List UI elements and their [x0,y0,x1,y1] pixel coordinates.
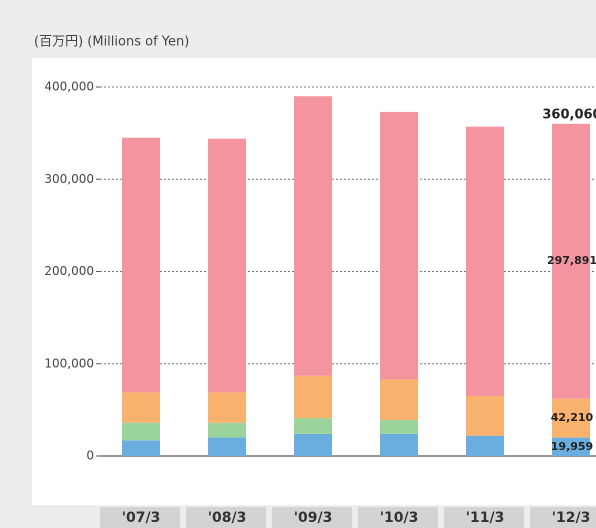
bar-segment [122,440,160,456]
bar-segment [552,123,590,399]
x-tick-label: '12/3 [552,510,591,526]
y-tick-label: 200,000 [44,264,94,278]
value-label: 42,210 [551,411,594,424]
value-label: 297,891 [547,254,596,267]
y-tick-label: 100,000 [44,356,94,370]
category-box [100,507,180,528]
bar-segment [208,392,246,423]
category-box [530,507,596,528]
bar-segment [380,433,418,456]
x-tick-label: '09/3 [294,510,333,526]
bar-segment [380,420,418,434]
bar-segment [552,437,590,456]
bar-segment [122,392,160,423]
category-box [272,507,352,528]
y-tick-label: 400,000 [44,80,94,94]
category-box [186,507,266,528]
bar-segment [380,111,418,380]
x-tick-label: '07/3 [122,510,161,526]
bar-segment [466,396,504,436]
y-tick-label: 300,000 [44,172,94,186]
bar-segment [208,138,246,393]
bar-segment [294,433,332,456]
bar-segment [294,375,332,419]
bar-segment [294,418,332,434]
bar-segment [294,96,332,376]
bar-segment [466,126,504,397]
bar-segment [208,437,246,456]
x-tick-label: '11/3 [466,510,505,526]
x-tick-label: '08/3 [208,510,247,526]
bar-segment [466,435,504,456]
x-tick-label: '10/3 [380,510,419,526]
bar-segment [122,137,160,393]
category-box [358,507,438,528]
y-tick-label: 0 [86,449,94,463]
bar-segment [552,398,590,438]
value-label: 19,959 [551,440,593,453]
total-label: 360,060 [542,107,596,122]
bar-segment [208,422,246,438]
category-box [444,507,524,528]
bar-segment [380,379,418,421]
bar-segment [122,422,160,441]
unit-label: (百万円) (Millions of Yen) [34,35,189,50]
